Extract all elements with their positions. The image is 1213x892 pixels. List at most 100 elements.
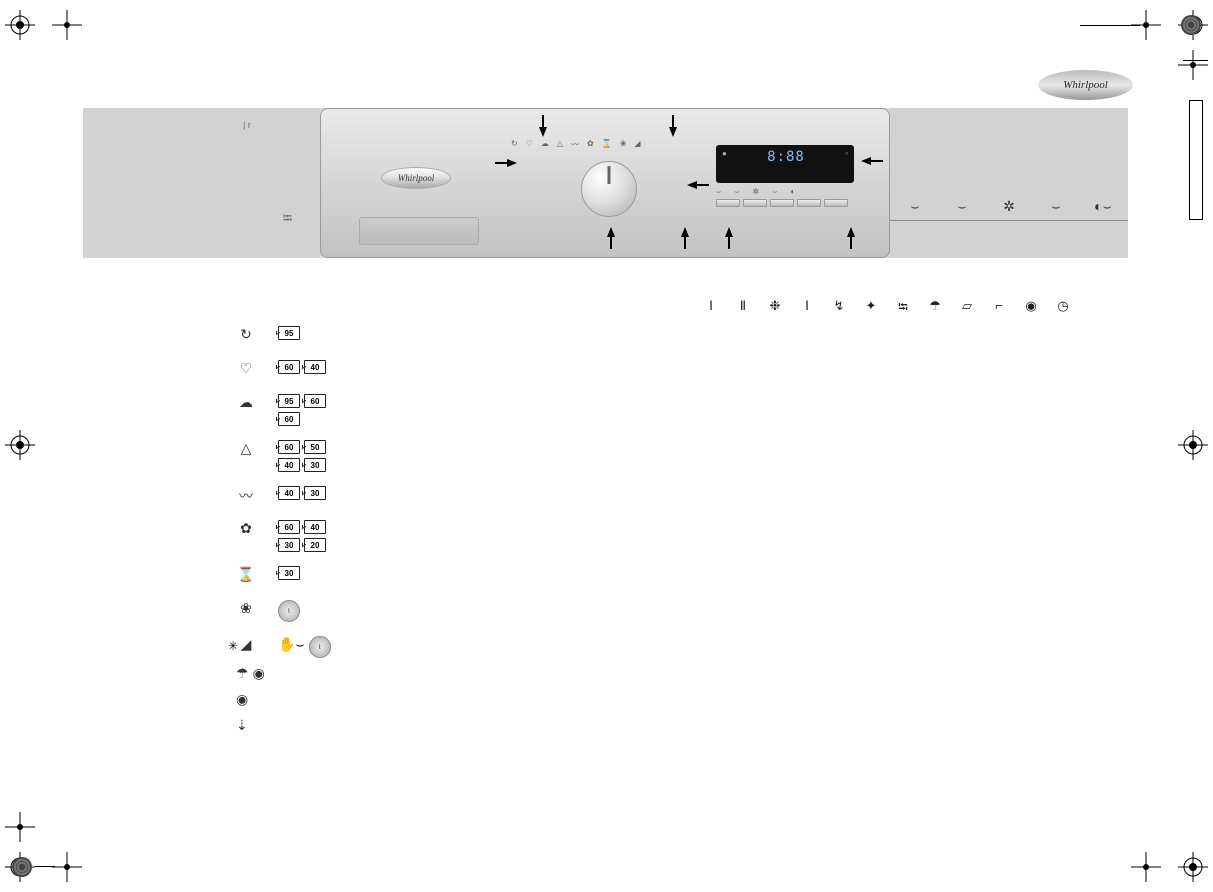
side-ruler	[1183, 60, 1208, 260]
program-row: ⌛30	[236, 566, 346, 586]
temp-group: 95	[278, 326, 300, 340]
right-strip-icons: ⌣ ⌣ ✲ ⌣ ◐⌣	[900, 198, 1118, 215]
strip-icon: ⌣	[947, 198, 977, 215]
phase-icon: ▱	[958, 298, 976, 316]
special-row: ⇣	[236, 717, 256, 737]
temp-box: 40	[278, 486, 300, 500]
callout-arrow-icon	[669, 127, 677, 137]
program-row: ☁ 95 60 60	[236, 394, 346, 426]
special-icon: ◉	[236, 691, 256, 711]
temp-group: 40 30	[278, 486, 326, 500]
brand-logo: Whirlpool	[1038, 70, 1133, 100]
drawer-brand-logo: Whirlpool	[381, 167, 451, 189]
registration-mark-icon	[5, 10, 35, 40]
registration-mark-icon	[5, 430, 35, 460]
special-row: ☂◉	[236, 665, 256, 685]
temp-group: 30	[278, 566, 300, 580]
temp-box: 40	[278, 458, 300, 472]
option-button-row	[716, 199, 848, 207]
registration-mark-icon	[1178, 430, 1208, 460]
callout-arrow-icon	[539, 127, 547, 137]
registration-mark-icon	[1178, 852, 1208, 882]
temp-group: ⌇	[278, 600, 300, 622]
temp-group: ✋⌣⌇	[278, 636, 331, 658]
rosette-icon	[1181, 15, 1201, 35]
program-row: ↻ 95	[236, 326, 346, 346]
option-button[interactable]	[716, 199, 740, 207]
phase-icon: ↯	[830, 298, 848, 316]
phase-icon: Ⅰ	[702, 298, 720, 316]
phase-icon-row: Ⅰ Ⅱ ❉ Ⅰ ↯ ✦ ⭾ ☂ ▱ ⌐ ◉ ◷	[702, 298, 1072, 316]
temp-box: 60	[278, 360, 300, 374]
program-row: ✿ 60 40 30 20	[236, 520, 346, 552]
strip-icon: ◐⌣	[1088, 198, 1118, 215]
callout-arrow-icon	[681, 227, 689, 237]
control-panel-photo: | r ⭾ Whirlpool ↻♡☁△〰✿⌛❀◢ ● 8:88 ▫ ⌣⌣✲⌣◐	[83, 108, 1128, 258]
callout-arrow-icon	[725, 227, 733, 237]
phase-icon: ☂	[926, 298, 944, 316]
program-icon: ↻	[236, 326, 256, 346]
panel-right-region: ⌣ ⌣ ✲ ⌣ ◐⌣	[890, 108, 1128, 258]
strip-icon: ⌣	[900, 198, 930, 215]
option-button[interactable]	[743, 199, 767, 207]
program-row: ✳◢✋⌣⌇	[236, 636, 346, 658]
digital-display: ● 8:88 ▫	[716, 145, 854, 183]
program-row: ❀⌇	[236, 600, 346, 622]
temp-box: 40	[304, 520, 326, 534]
temp-box: 30	[304, 458, 326, 472]
phase-icon: ✦	[862, 298, 880, 316]
program-icon: ☁	[236, 394, 256, 414]
program-icon: ❀	[236, 600, 256, 620]
program-icon: ✿	[236, 520, 256, 540]
phase-icon: ◷	[1054, 298, 1072, 316]
option-button[interactable]	[770, 199, 794, 207]
temp-box: 60	[278, 412, 300, 426]
detergent-icon: ⭾	[283, 209, 292, 230]
special-program-rows: ☂◉ ◉ ⇣	[236, 665, 256, 743]
strip-icon: ⌣	[1041, 198, 1071, 215]
woolmark-badge-icon: ⌇	[278, 600, 300, 622]
phase-icon: ◉	[1022, 298, 1040, 316]
program-table: ↻95♡6040☁956060△60504030〰4030✿60403020⌛3…	[236, 326, 346, 672]
program-dial[interactable]	[581, 161, 637, 217]
callout-arrow-icon	[607, 227, 615, 237]
handwash-icon: ✋⌣	[278, 636, 305, 658]
registration-mark-icon	[1131, 852, 1161, 882]
program-icon: △	[236, 440, 256, 460]
crop-line	[1080, 25, 1140, 26]
temp-box: 60	[304, 394, 326, 408]
display-time: 8:88	[767, 149, 805, 179]
registration-mark-icon	[5, 812, 35, 842]
program-icon-arc: ↻♡☁△〰✿⌛❀◢	[511, 139, 711, 150]
strip-icon: ✲	[994, 198, 1024, 215]
temp-group: 60 40 30 20	[278, 520, 334, 552]
program-row: 〰 40 30	[236, 486, 346, 506]
crop-line	[35, 866, 55, 867]
program-row: ♡ 60 40	[236, 360, 346, 380]
callout-arrow-icon	[861, 157, 871, 165]
temp-box: 20	[304, 538, 326, 552]
temp-group: 60504030	[278, 440, 334, 472]
temp-box: 95	[278, 326, 300, 340]
program-icon: ♡	[236, 360, 256, 380]
detergent-drawer	[359, 217, 479, 245]
tiny-mark: | r	[243, 120, 251, 130]
temp-box: 40	[304, 360, 326, 374]
program-icon: 〰	[236, 486, 256, 506]
temp-box: 95	[278, 394, 300, 408]
option-button[interactable]	[824, 199, 848, 207]
temp-box: 50	[304, 440, 326, 454]
temp-box: 30	[304, 486, 326, 500]
phase-icon: ❉	[766, 298, 784, 316]
program-icon: ◢	[236, 636, 256, 656]
special-icon: ⇣	[236, 717, 256, 737]
temp-box: 30	[278, 538, 300, 552]
phase-icon: ⭾	[894, 298, 912, 316]
option-button[interactable]	[797, 199, 821, 207]
temp-box: 60	[278, 520, 300, 534]
registration-mark-icon	[52, 10, 82, 40]
rosette-icon	[12, 857, 32, 877]
registration-mark-icon	[52, 852, 82, 882]
temp-group: 95 60 60	[278, 394, 334, 426]
callout-arrow-icon	[847, 227, 855, 237]
